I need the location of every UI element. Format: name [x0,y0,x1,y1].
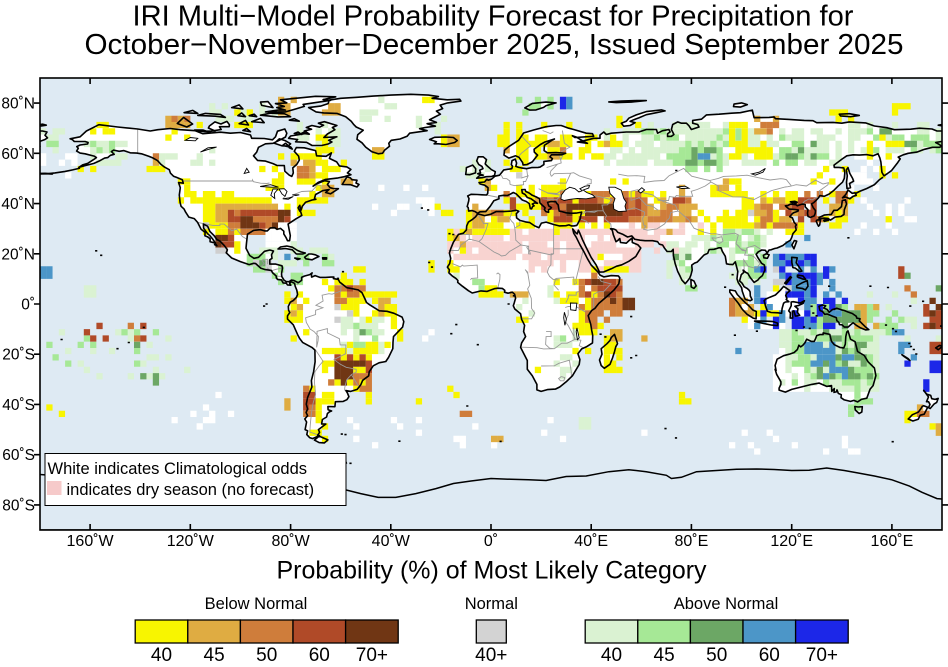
svg-text:50: 50 [706,645,727,662]
svg-text:40: 40 [601,645,622,662]
svg-text:80˚N: 80˚N [1,96,35,113]
svg-text:indicates dry season (no forec: indicates dry season (no forecast) [67,481,315,499]
svg-text:Above Normal: Above Normal [674,595,779,613]
svg-text:40+: 40+ [475,645,507,662]
svg-text:120˚W: 120˚W [167,533,215,550]
svg-text:80˚W: 80˚W [271,533,310,550]
svg-text:0˚: 0˚ [484,533,498,550]
svg-text:Below Normal: Below Normal [205,595,308,613]
svg-text:50: 50 [256,645,277,662]
svg-text:160˚E: 160˚E [871,533,914,550]
svg-text:120˚E: 120˚E [770,533,813,550]
svg-text:45: 45 [204,645,225,662]
svg-text:45: 45 [654,645,675,662]
svg-text:IRI Multi−Model Probability Fo: IRI Multi−Model Probability Forecast for… [133,1,854,33]
svg-text:20˚S: 20˚S [2,347,35,364]
svg-text:160˚W: 160˚W [67,533,115,550]
svg-text:White indicates Climatological: White indicates Climatological odds [48,460,308,478]
svg-text:80˚E: 80˚E [675,533,709,550]
svg-text:40˚E: 40˚E [574,533,608,550]
svg-text:70+: 70+ [806,645,838,662]
svg-text:Probability (%) of Most Likely: Probability (%) of Most Likely Category [277,557,707,585]
svg-text:40˚S: 40˚S [2,397,35,414]
svg-text:40˚N: 40˚N [1,196,35,213]
svg-text:40˚W: 40˚W [372,533,411,550]
svg-text:0˚: 0˚ [21,297,35,314]
svg-text:60: 60 [759,645,780,662]
svg-text:40: 40 [151,645,172,662]
svg-text:Normal: Normal [465,595,518,613]
svg-text:October−November−December 2025: October−November−December 2025, Issued S… [85,29,904,61]
svg-text:60˚S: 60˚S [2,447,35,464]
svg-text:60˚N: 60˚N [1,146,35,163]
svg-text:20˚N: 20˚N [1,246,35,263]
svg-text:80˚S: 80˚S [2,497,35,514]
svg-text:60: 60 [309,645,330,662]
svg-text:70+: 70+ [356,645,388,662]
